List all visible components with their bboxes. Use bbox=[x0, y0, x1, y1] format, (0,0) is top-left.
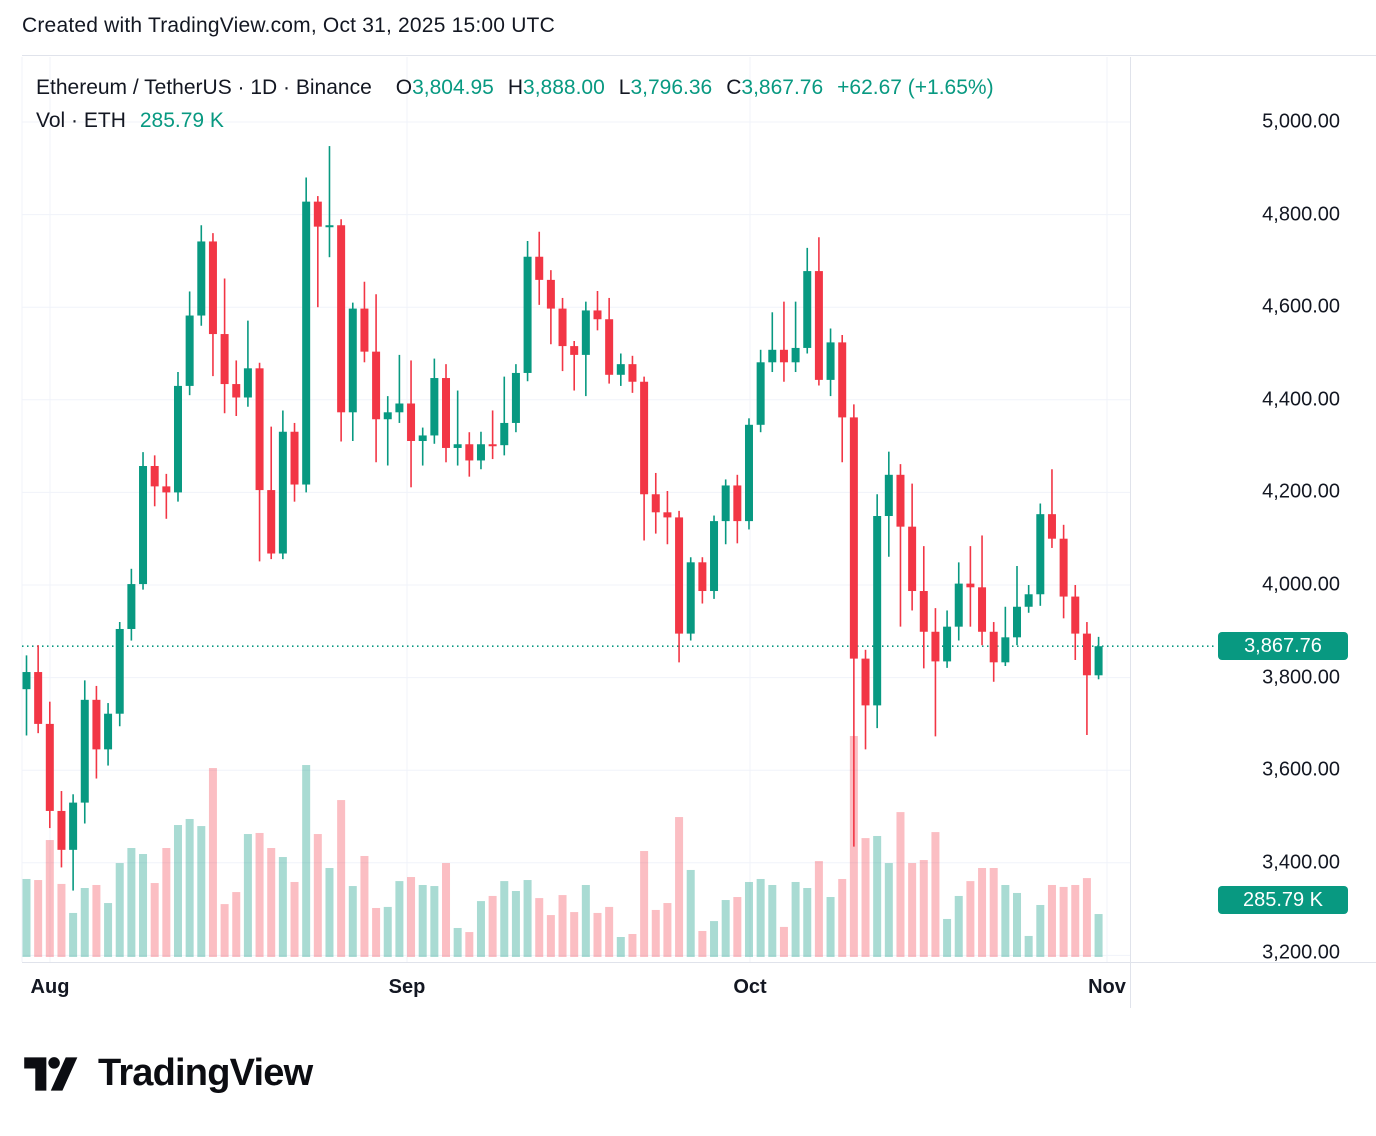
high-value: 3,888.00 bbox=[523, 76, 605, 99]
price-axis-label: 5,000.00 bbox=[1262, 110, 1340, 133]
time-axis-label-oct: Oct bbox=[733, 976, 767, 998]
last-volume-badge: 285.79 K bbox=[1218, 886, 1348, 915]
time-axis-label-sep: Sep bbox=[388, 976, 426, 998]
time-axis-label-nov: Nov bbox=[1088, 976, 1126, 998]
price-axis-label: 3,800.00 bbox=[1262, 666, 1340, 689]
symbol-title[interactable]: Ethereum / TetherUS · 1D · Binance bbox=[36, 76, 372, 99]
legend-ohlc-row: Ethereum / TetherUS · 1D · Binance O3,804… bbox=[36, 71, 994, 104]
price-axis-label: 4,600.00 bbox=[1262, 295, 1340, 318]
price-axis-label: 4,400.00 bbox=[1262, 388, 1340, 411]
attribution-text: Created with TradingView.com, Oct 31, 20… bbox=[22, 14, 555, 37]
low-value: 3,796.36 bbox=[630, 76, 713, 99]
price-axis-label: 4,800.00 bbox=[1262, 203, 1340, 226]
price-axis-label: 3,600.00 bbox=[1262, 758, 1340, 781]
close-value: 3,867.76 bbox=[741, 76, 824, 99]
volume-label: Vol · ETH bbox=[36, 109, 126, 132]
low-label: L bbox=[618, 76, 631, 99]
tradingview-logo-text: TradingView bbox=[98, 1052, 313, 1094]
price-axis-label: 3,200.00 bbox=[1262, 941, 1340, 964]
price-axis-label: 4,200.00 bbox=[1262, 480, 1340, 503]
tradingview-logo[interactable]: TradingView bbox=[22, 1052, 313, 1095]
price-axis-label: 4,000.00 bbox=[1262, 573, 1340, 596]
price-axis-label: 3,400.00 bbox=[1262, 851, 1340, 874]
change-value: +62.67 (+1.65%) bbox=[837, 76, 994, 99]
high-label: H bbox=[507, 76, 524, 99]
time-axis-label-aug: Aug bbox=[30, 976, 70, 998]
symbol-legend: Ethereum / TetherUS · 1D · Binance O3,804… bbox=[36, 71, 994, 137]
legend-volume-row: Vol · ETH 285.79 K bbox=[36, 104, 994, 137]
close-label: C bbox=[726, 76, 742, 99]
volume-value: 285.79 K bbox=[139, 109, 224, 132]
open-value: 3,804.95 bbox=[412, 76, 494, 99]
last-price-badge: 3,867.76 bbox=[1218, 632, 1348, 661]
open-label: O bbox=[395, 76, 413, 99]
tradingview-logo-icon bbox=[24, 1056, 78, 1091]
